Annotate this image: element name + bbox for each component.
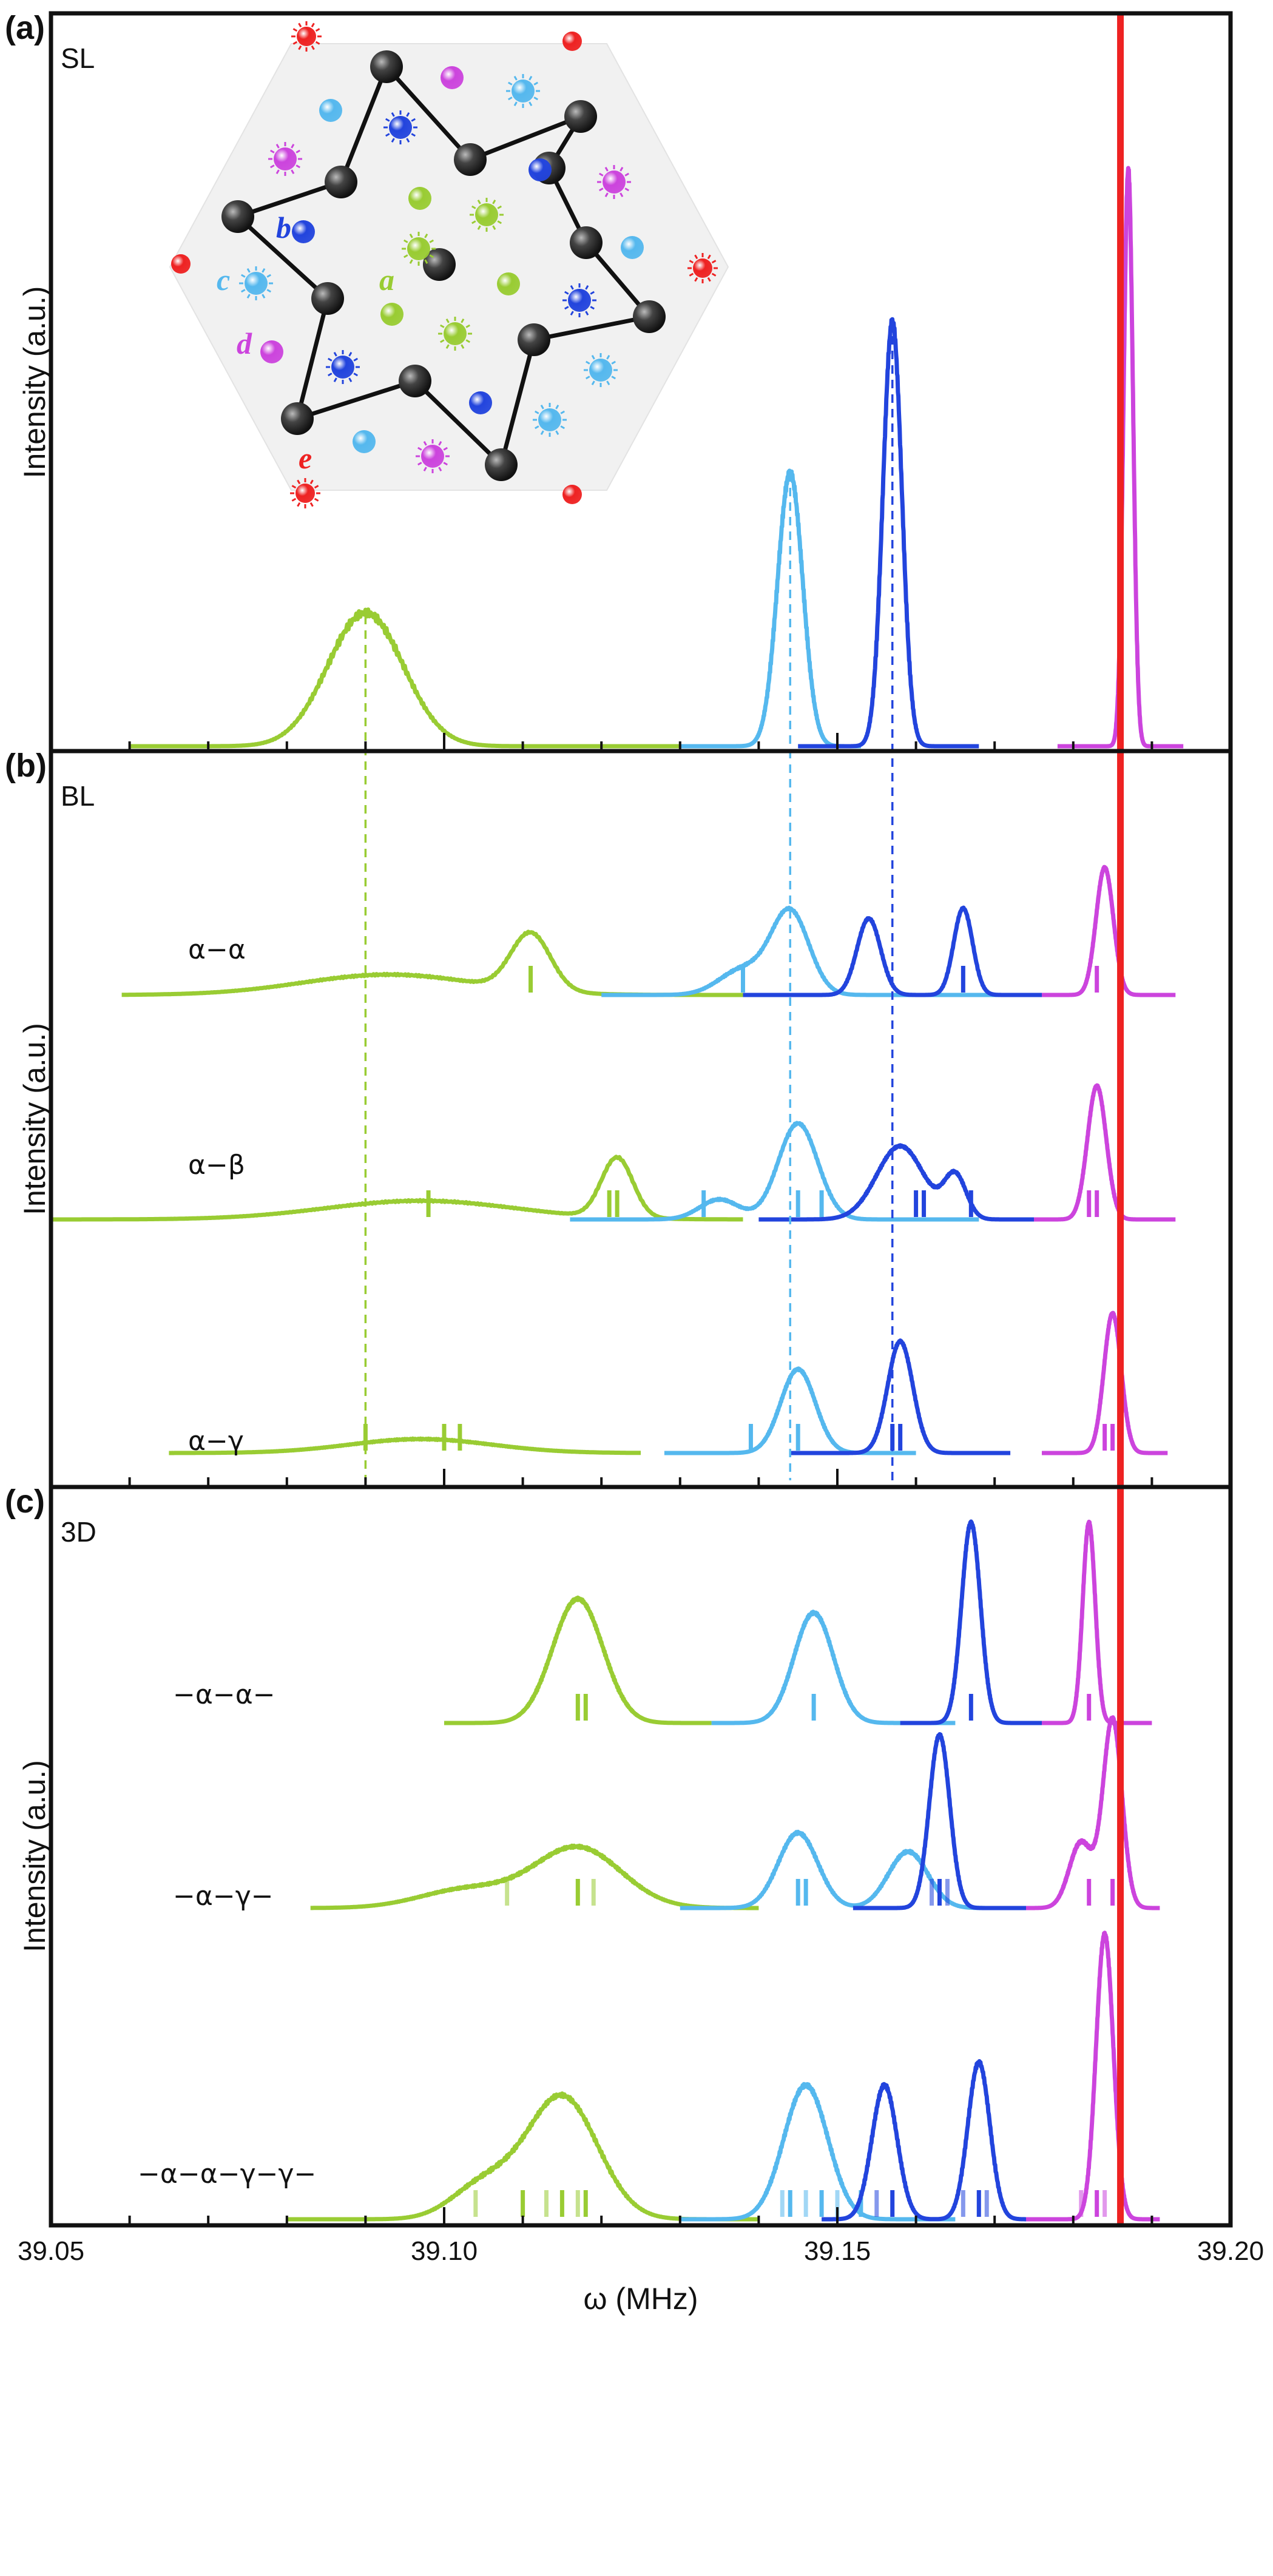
lattice-inset: a b cd e	[169, 21, 729, 508]
row-label: α−β	[188, 1150, 245, 1181]
site-label-d: d	[237, 326, 252, 360]
frames-and-axes: (a) SL Intensity (a.u.) (b) BL Intensity (a.u…	[5, 10, 1264, 2316]
3d-curve-1-d	[1039, 1519, 1154, 1725]
site-label-e: e	[299, 441, 312, 475]
site-atom-e	[171, 254, 191, 274]
3d-curve-1-b	[898, 1519, 1044, 1725]
site-atom-b	[469, 391, 492, 414]
sl-curve-c	[678, 468, 863, 749]
bl-curve-3-d	[1040, 1310, 1170, 1455]
panel-name: 3D	[61, 1516, 96, 1548]
site-atom-a	[380, 303, 404, 326]
row-label: −α−α−	[173, 1679, 275, 1710]
bl-curve-1-d	[1040, 865, 1178, 997]
site-atom-a	[438, 317, 472, 351]
y-axis-label: Intensity (a.u.)	[18, 1760, 52, 1952]
y-axis-label: Intensity (a.u.)	[18, 1023, 52, 1215]
site-atom-c	[533, 403, 567, 437]
x-tick-label: 39.05	[18, 2236, 84, 2266]
lattice-atom	[570, 226, 603, 259]
panel-frame	[49, 749, 1233, 1489]
site-atom-e	[562, 485, 582, 504]
lattice-atom	[221, 200, 254, 233]
panel-frame	[49, 1485, 1233, 2228]
row-label: −α−α−γ−γ−	[138, 2159, 316, 2190]
row-label: −α−γ−	[173, 1881, 274, 1912]
3d-curve-2-c	[678, 1829, 1036, 1910]
3d-curve-2-d	[1024, 1715, 1162, 1910]
x-tick-label: 39.15	[804, 2236, 871, 2266]
bl-curve-3-b	[788, 1338, 1012, 1455]
bl-curve-3-a	[167, 1436, 642, 1455]
3d-curve-3-d	[1024, 1930, 1162, 2222]
3d-curve-3-b	[820, 2059, 1044, 2222]
3d-curve-2-b	[851, 1732, 1036, 1910]
site-atom-b	[292, 220, 315, 243]
bl-curve-2-c	[569, 1121, 981, 1222]
lattice-atom	[399, 365, 431, 397]
site-atom-e	[687, 253, 718, 283]
site-atom-a	[497, 272, 520, 295]
site-label-c: c	[217, 263, 230, 297]
site-atom-c	[353, 430, 376, 453]
3d-curve-1-a	[442, 1595, 714, 1725]
sl-curve-a	[129, 607, 681, 749]
site-atom-e	[290, 478, 320, 508]
3d-curve-1-c	[710, 1610, 957, 1725]
site-label-a: a	[379, 263, 394, 297]
site-atom-d	[260, 340, 283, 363]
site-atom-d	[597, 165, 631, 199]
site-atom-d	[268, 142, 302, 176]
y-axis-label: Intensity (a.u.)	[18, 286, 52, 479]
row-label: α−α	[188, 934, 246, 965]
panel-name: SL	[61, 42, 95, 74]
x-tick-label: 39.10	[411, 2236, 478, 2266]
bl-curve-1-c	[600, 905, 1019, 997]
site-label-b: b	[276, 211, 291, 244]
lattice-atom	[485, 448, 518, 481]
site-atom-d	[416, 439, 450, 473]
site-atom-a	[470, 198, 504, 232]
site-atom-c	[239, 266, 273, 300]
panel-tag: (b)	[5, 747, 47, 784]
x-axis-label: ω (MHz)	[584, 2282, 698, 2316]
lattice-atom	[281, 402, 314, 435]
lattice-atom	[454, 143, 487, 176]
lattice-atom	[370, 50, 403, 83]
bl-curve-2-b	[757, 1143, 1044, 1222]
site-atom-c	[621, 236, 644, 259]
bl-curve-2-a	[50, 1155, 744, 1222]
site-atom-b	[383, 110, 417, 144]
site-atom-b	[326, 350, 360, 384]
site-atom-e	[562, 32, 582, 51]
panel-tag: (a)	[5, 10, 45, 46]
lattice-atom	[633, 300, 666, 333]
site-atom-c	[584, 353, 618, 387]
site-atom-b	[528, 158, 552, 181]
bl-curve-2-d	[1032, 1083, 1178, 1222]
site-atom-a	[402, 232, 436, 266]
site-atom-a	[408, 187, 431, 210]
spectra-layer: α−α α−β α−γ −α−α− −α−γ− −α−α−γ−γ−	[50, 13, 1186, 2225]
site-atom-c	[506, 74, 540, 108]
lattice-atom	[518, 323, 550, 356]
site-atom-b	[562, 283, 596, 317]
site-atom-d	[441, 66, 464, 89]
panel-tag: (c)	[5, 1483, 45, 1520]
lattice-atom	[564, 100, 597, 133]
site-atom-e	[291, 21, 322, 52]
3d-curve-3-c	[678, 2082, 957, 2222]
sl-curve-b	[796, 317, 981, 749]
site-atom-c	[319, 99, 342, 122]
x-tick-label: 39.20	[1197, 2236, 1264, 2266]
lattice-atom	[325, 166, 357, 198]
row-label: α−γ	[188, 1426, 244, 1457]
3d-curve-2-a	[309, 1843, 760, 1910]
panel-name: BL	[61, 780, 95, 812]
lattice-atom	[311, 282, 344, 315]
